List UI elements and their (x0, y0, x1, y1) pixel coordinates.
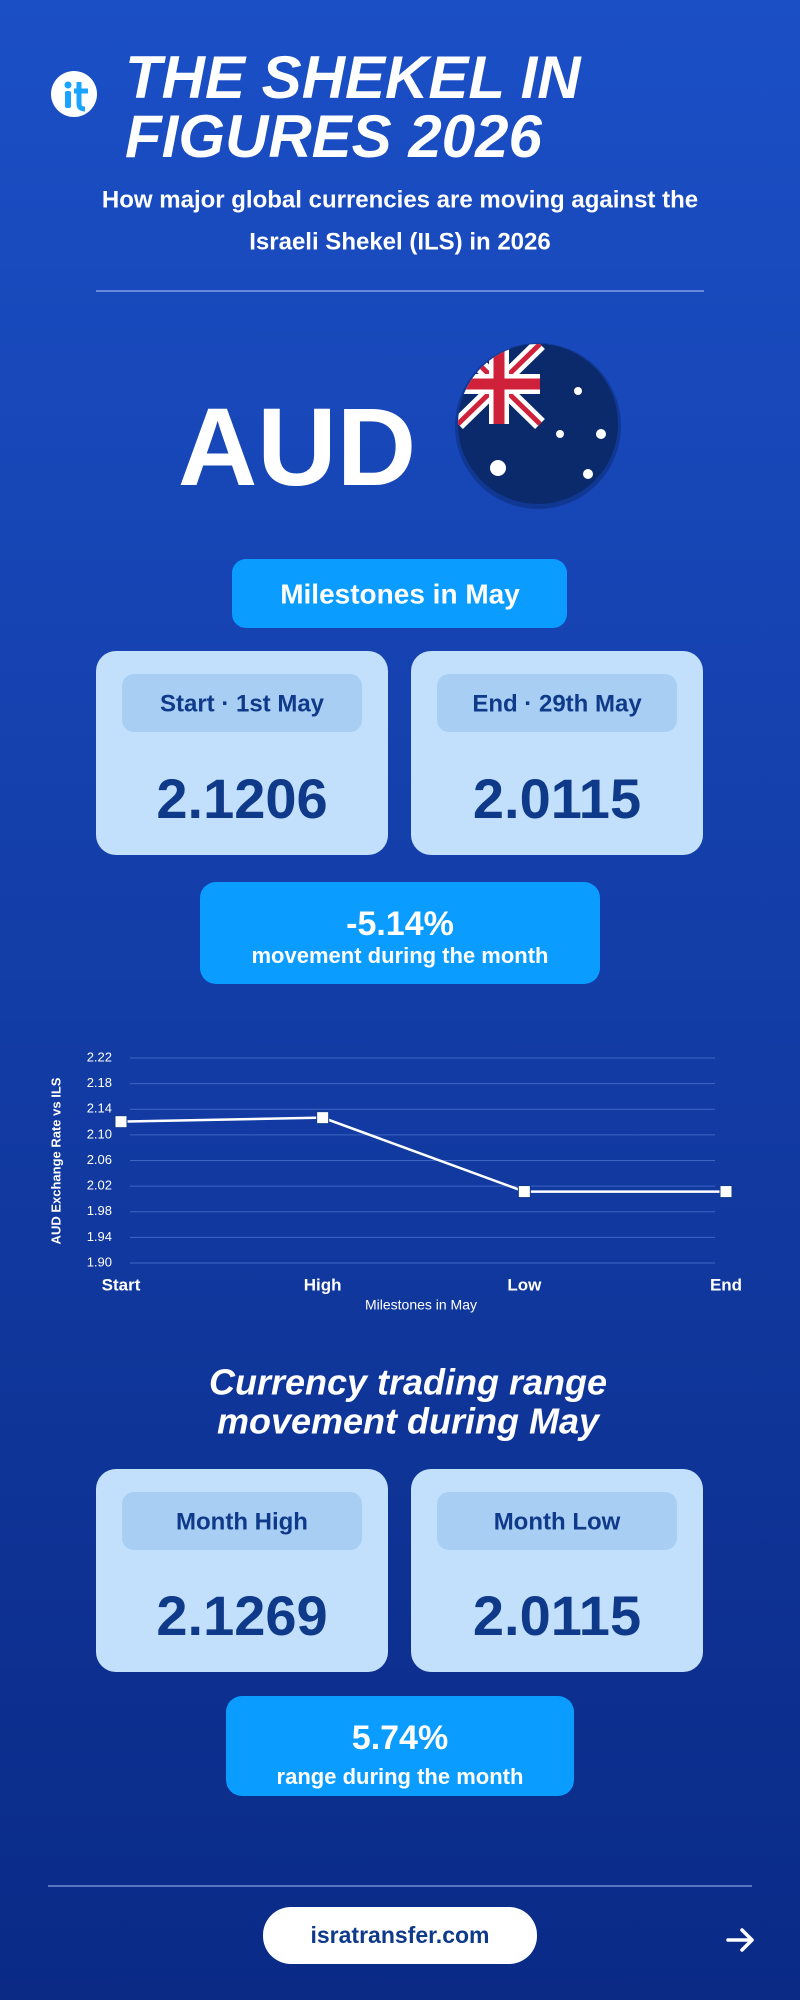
next-arrow[interactable] (726, 1928, 754, 1952)
point (316, 1111, 330, 1125)
title: THE SHEKEL IN (125, 44, 582, 111)
y-tick-label: 1.90 (87, 1254, 112, 1269)
summary-label: movement during the month (252, 943, 549, 968)
point (517, 1185, 531, 1199)
card-value: 2.1269 (156, 1584, 327, 1647)
subtitle: How major global currencies are moving a… (102, 186, 698, 213)
subtitle: Israeli Shekel (ILS) in 2026 (249, 228, 550, 255)
link-text[interactable]: isratransfer.com (311, 1922, 490, 1948)
card-label: Start · 1st May (160, 690, 325, 717)
section-heading: Currency trading range (209, 1362, 607, 1403)
stat-card: Start · 1st May 2.1206 (96, 651, 388, 855)
section-heading: Milestones in May (280, 578, 520, 609)
y-axis-label: AUD Exchange Rate vs ILS (48, 1077, 63, 1244)
y-tick-label: 2.02 (87, 1178, 112, 1193)
section-pill (232, 559, 567, 628)
card-label: Month High (176, 1508, 308, 1535)
x-tick-label: End (710, 1275, 742, 1294)
summary-pill (200, 882, 600, 984)
point (114, 1115, 128, 1129)
summary-value: -5.14% (346, 905, 454, 943)
y-tick-label: 1.98 (87, 1203, 112, 1218)
currency-code: AUD (178, 386, 416, 509)
x-tick-label: Low (507, 1275, 542, 1294)
logo (51, 71, 97, 117)
stat-card: Month High 2.1269 (96, 1469, 388, 1672)
x-axis-label: Milestones in May (365, 1297, 477, 1313)
section-heading: movement during May (217, 1401, 601, 1442)
flag (455, 343, 621, 509)
chart: AUD Exchange Rate vs ILS Milestones in M… (48, 1049, 742, 1312)
y-tick-label: 2.06 (87, 1152, 112, 1167)
card-value: 2.0115 (473, 1584, 641, 1647)
link-button[interactable] (263, 1907, 537, 1964)
summary-pill (226, 1696, 574, 1796)
card-label: End · 29th May (472, 690, 642, 717)
y-tick-label: 2.22 (87, 1049, 112, 1064)
y-tick-label: 2.10 (87, 1126, 112, 1141)
title: FIGURES 2026 (125, 103, 542, 170)
point (719, 1185, 733, 1199)
stat-card: Month Low 2.0115 (411, 1469, 703, 1672)
summary-value: 5.74% (352, 1719, 448, 1757)
y-tick-label: 1.94 (87, 1229, 112, 1244)
stat-card: End · 29th May 2.0115 (411, 651, 703, 855)
card-label: Month Low (494, 1508, 621, 1535)
card-value: 2.0115 (473, 767, 641, 830)
x-tick-label: High (304, 1275, 342, 1294)
x-tick-label: Start (102, 1275, 141, 1294)
y-tick-label: 2.18 (87, 1075, 112, 1090)
line (120, 1116, 726, 1193)
y-tick-label: 2.14 (87, 1101, 112, 1116)
card-value: 2.1206 (156, 767, 327, 830)
summary-label: range during the month (277, 1764, 524, 1789)
